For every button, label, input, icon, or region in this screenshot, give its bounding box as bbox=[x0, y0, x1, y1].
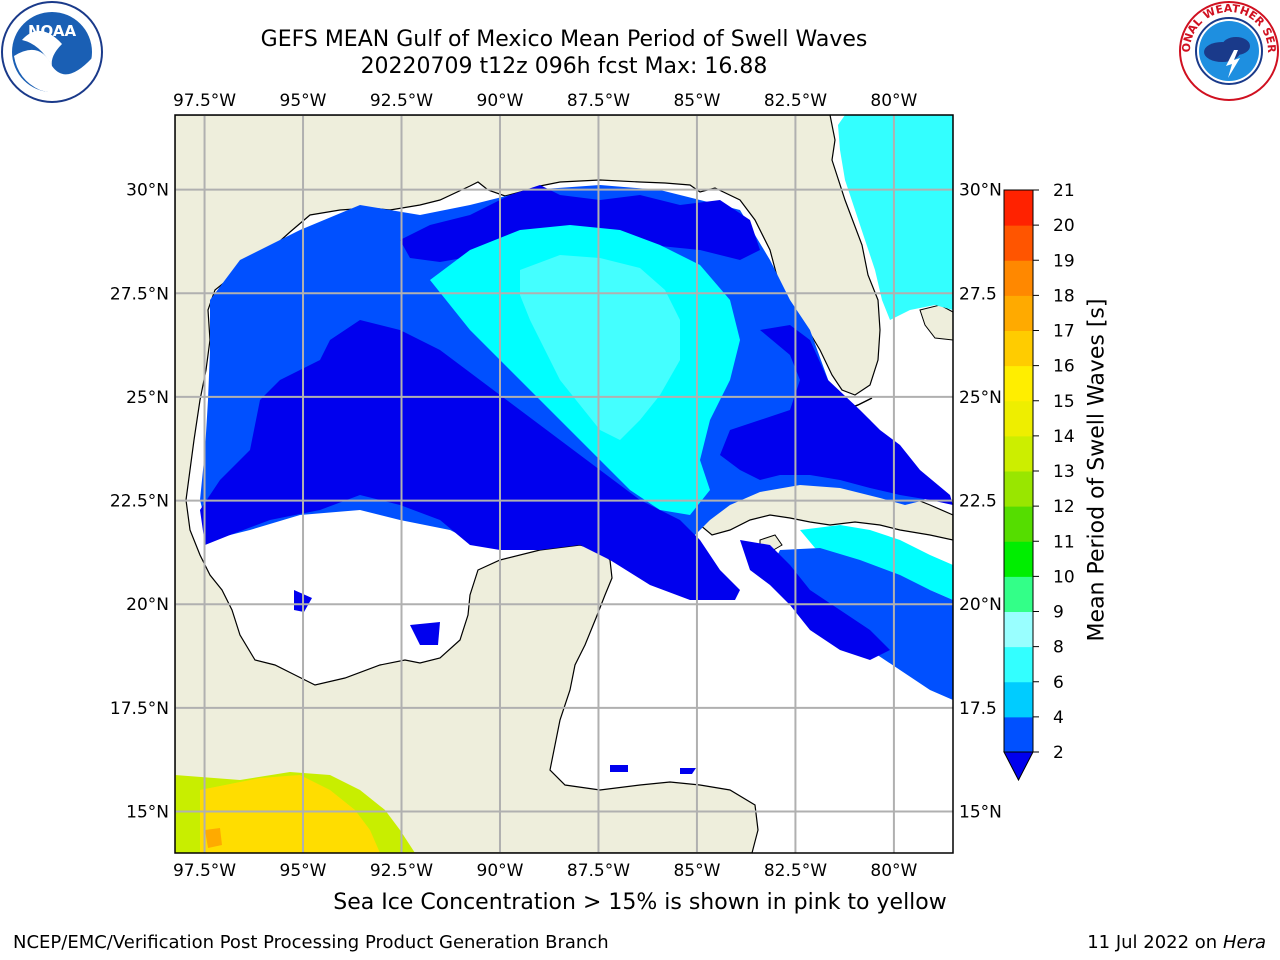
colorbar-label: Mean Period of Swell Waves [s] bbox=[1084, 298, 1110, 642]
lon-tick-label-top: 92.5°W bbox=[370, 91, 433, 111]
colorbar-under-arrow bbox=[1003, 751, 1034, 782]
lon-tick-label-bottom: 95°W bbox=[280, 861, 327, 881]
lat-tick-label-right: 30°N bbox=[959, 181, 1002, 201]
lon-tick-label-bottom: 90°W bbox=[477, 861, 524, 881]
colorbar-tick-label: 18 bbox=[1053, 286, 1075, 306]
swell-darkblue bbox=[200, 320, 740, 600]
lon-ticks-bottom: 97.5°W 95°W 92.5°W 90°W 87.5°W 85°W 82.5°W 80°W bbox=[173, 861, 918, 881]
lon-tick-label-bottom: 82.5°W bbox=[764, 861, 827, 881]
colorbar-tick-label: 10 bbox=[1053, 567, 1075, 587]
colorbar-segment bbox=[1004, 295, 1033, 331]
lat-ticks-right: 30°N 27.5 25°N 22.5 20°N 17.5 15°N bbox=[959, 181, 1002, 823]
lat-tick-label-left: 30°N bbox=[126, 181, 169, 201]
colorbar-tick-label: 6 bbox=[1053, 673, 1064, 693]
lat-tick-label-right: 27.5 bbox=[959, 284, 997, 304]
map-frame bbox=[174, 114, 954, 854]
colorbar-tick-label: 16 bbox=[1053, 357, 1075, 377]
colorbar-tick-label: 12 bbox=[1053, 497, 1075, 517]
lat-tick-label-right: 15°N bbox=[959, 803, 1002, 823]
colorbar-segment bbox=[1004, 506, 1033, 542]
swell-blue-caribbean bbox=[770, 548, 953, 700]
lat-tick-label-left: 17.5°N bbox=[110, 699, 169, 719]
pacific-orange-spots bbox=[205, 828, 222, 848]
lon-tick-label-bottom: 80°W bbox=[870, 861, 917, 881]
grid-lines bbox=[175, 115, 953, 853]
footer-producer: NCEP/EMC/Verification Post Processing Pr… bbox=[13, 932, 609, 953]
map-area bbox=[175, 115, 953, 853]
noaa-logo-text: NOAA bbox=[28, 22, 77, 40]
lon-tick-label-top: 80°W bbox=[870, 91, 917, 111]
colorbar-segment bbox=[1004, 576, 1033, 612]
colorbar-segment bbox=[1004, 716, 1033, 753]
footer-date: 11 Jul 2022 on Hera bbox=[1087, 932, 1266, 953]
colorbar-segment bbox=[1004, 611, 1033, 648]
lat-tick-label-right: 22.5 bbox=[959, 492, 997, 512]
colorbar-tick-label: 20 bbox=[1053, 216, 1075, 236]
lat-tick-label-left: 27.5°N bbox=[110, 284, 169, 304]
colorbar-segment bbox=[1004, 646, 1033, 683]
lat-ticks-left: 30°N 27.5°N 25°N 22.5°N 20°N 17.5°N 15°N bbox=[110, 181, 169, 823]
map-subtitle: 20220709 t12z 096h fcst Max: 16.88 bbox=[360, 54, 768, 79]
colorbar-tick-label: 4 bbox=[1053, 708, 1064, 728]
lon-tick-label-bottom: 97.5°W bbox=[173, 861, 236, 881]
colorbar-tick-label: 15 bbox=[1053, 392, 1075, 412]
lon-tick-label-top: 85°W bbox=[673, 91, 720, 111]
colorbar-tick-label: 9 bbox=[1053, 603, 1064, 623]
colorbar-segment bbox=[1004, 435, 1033, 472]
colorbar-segment bbox=[1004, 260, 1033, 296]
swell-cyan-caribbean bbox=[800, 525, 953, 600]
nws-logo: NATIONAL WEATHER SERVICE bbox=[1178, 0, 1279, 101]
swell-small-patch3 bbox=[610, 765, 628, 772]
swell-darkblue-caribbean bbox=[740, 540, 890, 660]
colorbar-segment bbox=[1004, 541, 1033, 577]
colorbar-segment bbox=[1004, 400, 1033, 437]
swell-small-patch1 bbox=[410, 622, 440, 645]
pacific-higher-values bbox=[200, 775, 380, 853]
noaa-logo: NOAA bbox=[1, 1, 103, 103]
colorbar-tick-label: 13 bbox=[1053, 462, 1075, 482]
swell-cyan-atlantic bbox=[838, 115, 953, 320]
lon-tick-label-top: 97.5°W bbox=[173, 91, 236, 111]
lon-tick-label-top: 90°W bbox=[477, 91, 524, 111]
colorbar-tick-label: 19 bbox=[1053, 251, 1075, 271]
lat-tick-label-right: 20°N bbox=[959, 595, 1002, 615]
colorbar-segment bbox=[1004, 190, 1033, 226]
lat-tick-label-right: 17.5 bbox=[959, 699, 997, 719]
lat-tick-label-left: 15°N bbox=[126, 803, 169, 823]
swell-small-patch4 bbox=[680, 768, 696, 774]
lon-tick-label-top: 95°W bbox=[280, 91, 327, 111]
colorbar-tick-label: 21 bbox=[1053, 181, 1075, 201]
footer-machine: Hera bbox=[1222, 932, 1266, 953]
lon-tick-label-top: 82.5°W bbox=[764, 91, 827, 111]
lon-tick-label-bottom: 85°W bbox=[673, 861, 720, 881]
lat-tick-label-right: 25°N bbox=[959, 388, 1002, 408]
lat-tick-label-left: 20°N bbox=[126, 595, 169, 615]
colorbar-tick-label: 11 bbox=[1053, 532, 1075, 552]
colorbar-tick-label: 14 bbox=[1053, 427, 1075, 447]
sea-ice-note: Sea Ice Concentration > 15% is shown in … bbox=[333, 890, 947, 915]
colorbar-tick-label: 17 bbox=[1053, 322, 1075, 342]
lon-tick-label-bottom: 87.5°W bbox=[567, 861, 630, 881]
colorbar-tick-label: 8 bbox=[1053, 638, 1064, 658]
swell-lightcyan bbox=[520, 255, 680, 440]
colorbar-segment bbox=[1004, 365, 1033, 402]
lon-tick-label-top: 87.5°W bbox=[567, 91, 630, 111]
colorbar-segment bbox=[1004, 681, 1033, 718]
footer-date-text: 11 Jul 2022 on bbox=[1087, 932, 1218, 953]
colorbar-segment bbox=[1004, 471, 1033, 507]
lon-ticks-top: 97.5°W 95°W 92.5°W 90°W 87.5°W 85°W 82.5°W 80°W bbox=[173, 91, 918, 111]
colorbar-segment bbox=[1004, 330, 1033, 367]
lat-tick-label-left: 22.5°N bbox=[110, 492, 169, 512]
map-title: GEFS MEAN Gulf of Mexico Mean Period of … bbox=[260, 27, 868, 52]
colorbar: 2 4 6 8 9 10 11 12 13 14 15 16 17 18 19 20 21 bbox=[1003, 181, 1075, 782]
colorbar-tick-label: 2 bbox=[1053, 743, 1064, 763]
lon-tick-label-bottom: 92.5°W bbox=[370, 861, 433, 881]
colorbar-segment bbox=[1004, 225, 1033, 261]
lat-tick-label-left: 25°N bbox=[126, 388, 169, 408]
